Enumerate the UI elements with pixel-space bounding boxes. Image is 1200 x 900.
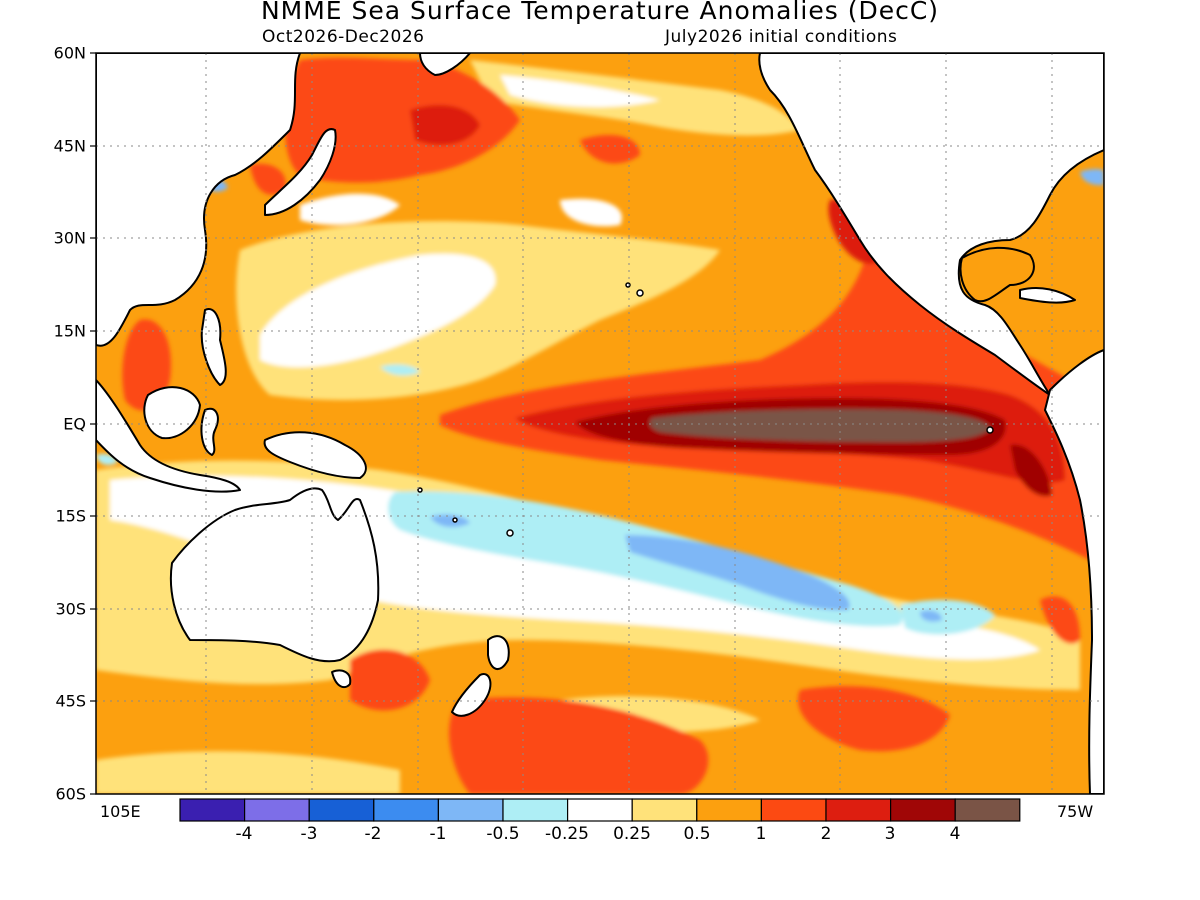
- anomaly-patch-cyan: [380, 364, 420, 376]
- anomaly-patch-white: [500, 75, 660, 107]
- anomaly-patch-white: [260, 253, 496, 368]
- lat-label-30s: 30S: [55, 599, 86, 619]
- vanuatu-island: [452, 517, 458, 523]
- colorbar-label-m4: -4: [235, 824, 253, 844]
- sumatra-java-landmass: [96, 379, 241, 493]
- anomaly-patch-white: [560, 198, 622, 227]
- colorbar-label-m1: -1: [429, 824, 447, 844]
- colorbar-label-m2: -2: [364, 824, 382, 844]
- colorbar-swatch: [308, 798, 375, 822]
- colorbar-swatch: [179, 798, 246, 822]
- colorbar-label-p1: 1: [755, 824, 767, 844]
- cuba-landmass: [1019, 287, 1076, 304]
- kamchatka-landmass: [419, 53, 471, 76]
- colorbar-label-p2: 2: [820, 824, 832, 844]
- anomaly-patch-red: [350, 649, 430, 711]
- south-america-landmass: [1044, 349, 1104, 794]
- colorbar-label-p3: 3: [884, 824, 896, 844]
- forecast-period: Oct2026-Dec2026: [262, 27, 425, 47]
- colorbar: [179, 798, 1021, 822]
- lat-label-eq: EQ: [63, 414, 86, 434]
- land-masses: [96, 53, 1104, 794]
- anomaly-patch-red: [798, 686, 950, 752]
- colorbar-swatch: [566, 798, 633, 822]
- solomon-island: [417, 487, 423, 493]
- anomaly-patch-darkred: [410, 105, 480, 145]
- new-zealand-south-landmass: [451, 673, 492, 717]
- map-title: NMME Sea Surface Temperature Anomalies (…: [260, 0, 940, 25]
- graticule: [96, 53, 1104, 794]
- new-guinea-landmass: [263, 431, 367, 479]
- lat-label-60n: 60N: [53, 43, 86, 63]
- colorbar-label-p05: 0.5: [683, 824, 711, 844]
- anomaly-patch-blue: [920, 610, 942, 622]
- anomaly-patch-red: [122, 319, 171, 411]
- anomaly-patch-cyan: [900, 599, 995, 635]
- borneo-landmass: [143, 386, 201, 440]
- lon-label-right: 75W: [1057, 802, 1094, 821]
- lat-label-30n: 30N: [53, 228, 86, 248]
- colorbar-swatch: [889, 798, 956, 822]
- north-america-landmass: [758, 53, 1104, 396]
- anomaly-patch-red: [285, 57, 520, 183]
- colorbar-label-m025: -0.25: [545, 824, 589, 844]
- colorbar-swatch: [244, 798, 310, 822]
- japan-landmass: [264, 128, 337, 216]
- fiji-island: [506, 529, 514, 537]
- colorbar-swatch: [631, 798, 698, 822]
- colorbar-swatch: [437, 798, 504, 822]
- colorbar-label-m3: -3: [300, 824, 318, 844]
- philippines-landmass: [200, 308, 227, 386]
- lon-label-left: 105E: [100, 802, 141, 821]
- tasmania-landmass: [331, 669, 352, 689]
- colorbar-swatch: [954, 798, 1021, 822]
- colorbar-swatch: [373, 798, 439, 822]
- galapagos-island: [986, 426, 994, 434]
- gulf-of-mexico-water: [959, 246, 1035, 303]
- colorbar-swatch: [825, 798, 892, 822]
- anomaly-field: [96, 53, 1104, 794]
- asia-landmass: [96, 53, 301, 347]
- lat-label-15n: 15N: [53, 321, 86, 341]
- lat-ticks: [90, 52, 96, 795]
- new-zealand-north-landmass: [487, 635, 510, 670]
- initial-conditions: July2026 initial conditions: [665, 27, 898, 47]
- anomaly-patch-red: [580, 135, 640, 164]
- anomaly-patch-white: [300, 193, 400, 225]
- colorbar-label-p4: 4: [949, 824, 961, 844]
- anomaly-patch-red: [1040, 596, 1080, 644]
- lat-label-45n: 45N: [53, 136, 86, 156]
- sulawesi-landmass: [200, 407, 219, 456]
- lat-label-45s: 45S: [55, 691, 86, 711]
- anomaly-patch-yellow: [96, 751, 400, 794]
- anomaly-patch-deepred: [1010, 444, 1052, 497]
- anomaly-patch-red: [250, 163, 286, 195]
- lat-label-15s: 15S: [55, 506, 86, 526]
- lat-label-60s: 60S: [55, 784, 86, 804]
- colorbar-label-p025: 0.25: [613, 824, 651, 844]
- anomaly-patch-blue: [430, 514, 470, 528]
- australia-landmass: [169, 487, 380, 663]
- colorbar-swatch: [696, 798, 762, 822]
- anomaly-patch-blue: [625, 535, 850, 611]
- colorbar-swatch: [760, 798, 827, 822]
- hawaii-island: [636, 289, 644, 297]
- colorbar-swatch: [502, 798, 569, 822]
- anomaly-patch-red: [449, 697, 709, 794]
- colorbar-label-m05: -0.5: [486, 824, 520, 844]
- anomaly-patch-blue: [1080, 169, 1104, 186]
